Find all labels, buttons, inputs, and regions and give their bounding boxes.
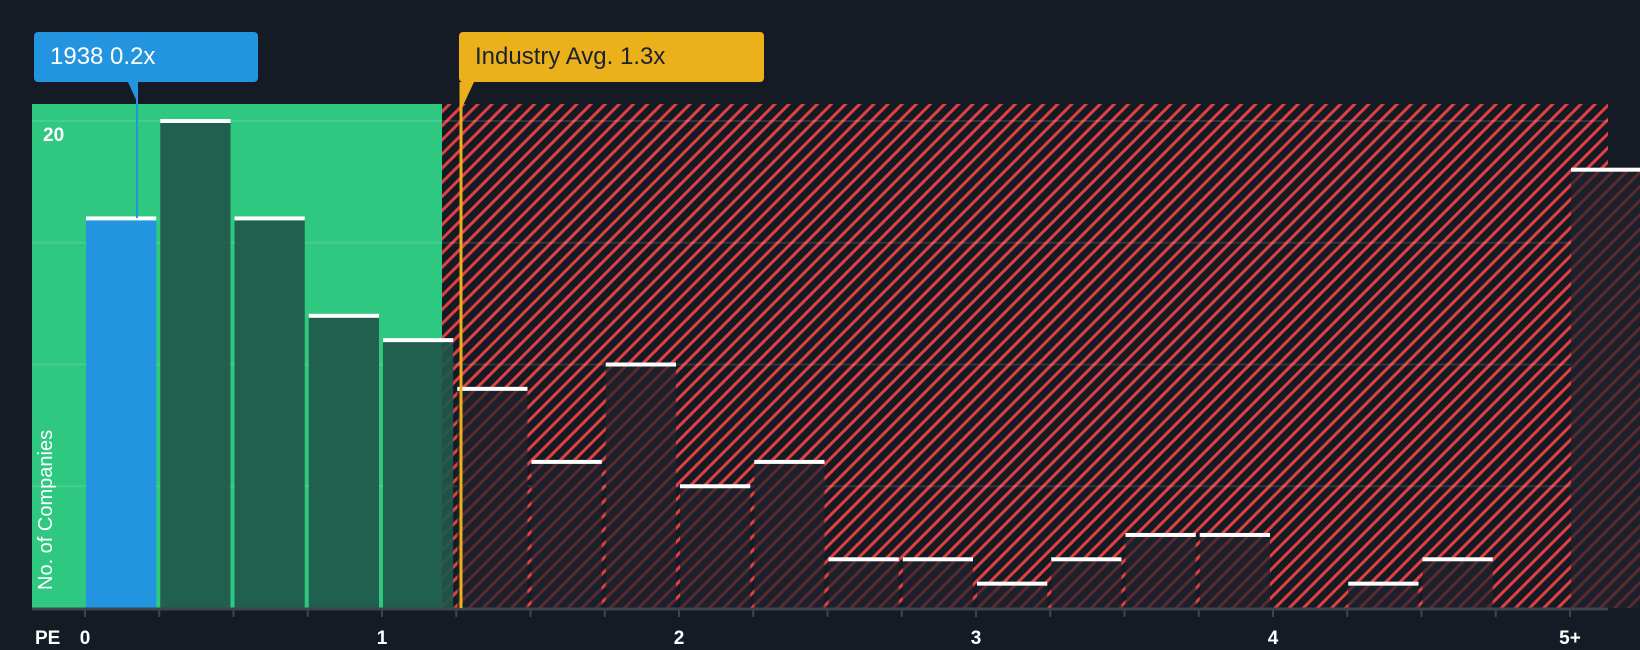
histogram-bar [383,340,454,608]
histogram-bar [680,486,751,608]
histogram-bar [1051,559,1122,608]
bar-cap [1571,167,1640,172]
histogram-bar [1125,534,1196,608]
x-axis-label: PE [35,628,61,649]
x-axis-ticks [84,609,1571,617]
bar-cap [1199,532,1270,537]
histogram-bar [457,388,528,608]
histogram-bar [605,364,676,608]
y-axis-label: No. of Companies [35,429,57,590]
histogram-bar [1571,169,1640,608]
bar-cap [605,362,676,367]
bar-cap [754,459,825,464]
histogram-bar [531,461,602,608]
bar-cap [308,313,379,318]
company-pointer-icon [128,82,138,104]
histogram-bar [1348,583,1419,608]
bar-cap [680,484,751,489]
industry-pointer-icon [460,82,474,112]
histogram-bar [308,315,379,608]
histogram-bars [86,119,1640,608]
histogram-bar [828,559,899,608]
bar-cap [1125,532,1196,537]
histogram-bar [1199,534,1270,608]
histogram-bar [1422,559,1493,608]
bar-cap [902,557,973,562]
bar-cap [1422,557,1493,562]
x-tick-label: 1 [376,628,388,649]
bar-cap [383,338,454,343]
bar-cap [160,119,231,123]
histogram-bar [160,121,231,608]
histogram-bar [754,461,825,608]
bar-cap [86,216,157,221]
bar-cap [531,459,602,464]
bar-cap [234,216,305,221]
x-tick-label: 2 [673,628,685,649]
bar-cap [828,557,899,562]
histogram-bar [977,583,1048,608]
x-tick-label: 3 [970,628,982,649]
x-tick-label: 5+ [1559,628,1581,649]
x-tick-label: 0 [79,628,91,649]
x-tick-label: 4 [1267,628,1279,649]
bar-cap [1348,581,1419,586]
bar-cap [977,581,1048,586]
y-tick-max: 20 [43,125,65,146]
bar-cap [457,386,528,391]
histogram-bar [86,218,157,608]
histogram-bar [902,559,973,608]
company-pe-label: 1938 0.2x [34,32,258,82]
histogram-bar [234,218,305,608]
industry-avg-label: Industry Avg. 1.3x [459,32,764,82]
bar-cap [1051,557,1122,562]
